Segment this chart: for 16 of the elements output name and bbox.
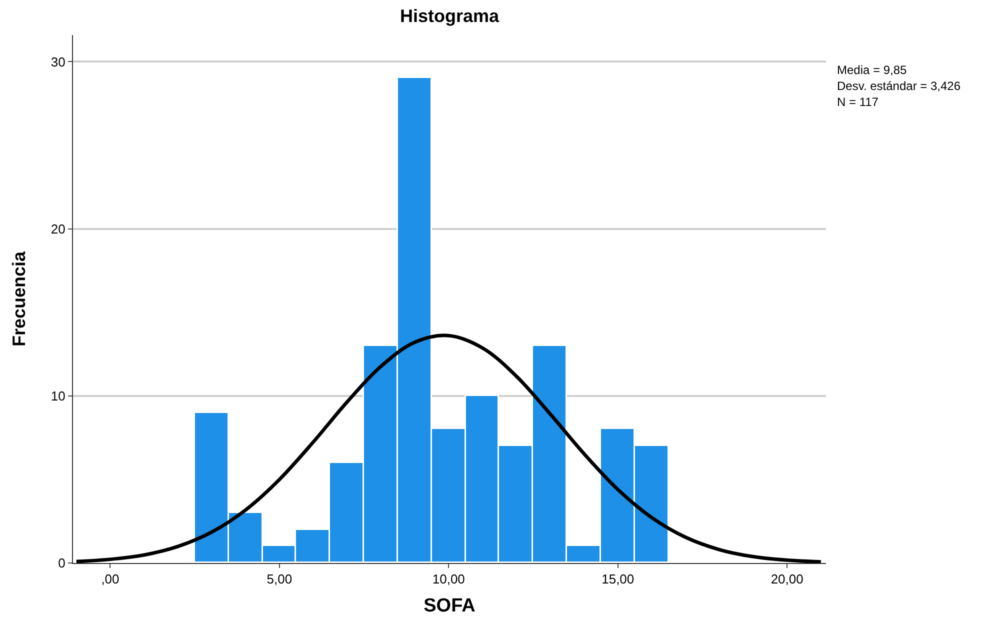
y-tick-label: 30 [50, 54, 66, 70]
x-axis-title: SOFA [424, 595, 476, 616]
line-series [74, 334, 823, 563]
text: Media = 9,85 [837, 63, 908, 77]
chart-title: Histograma [400, 6, 500, 26]
x-tick-label: ,00 [101, 572, 120, 587]
text: N = 117 [837, 95, 879, 109]
x-tick-label: 15,00 [602, 572, 634, 587]
y-tick-label: 10 [50, 388, 66, 404]
x-tick-label: 10,00 [432, 572, 465, 587]
y-tick-label: 20 [50, 221, 66, 236]
y-axis-title: Frecuencia [9, 250, 30, 347]
x-tick-label: 5,00 [266, 572, 292, 587]
x-tick-label: 20,00 [770, 572, 804, 587]
y-tick-label: 0 [58, 556, 66, 571]
text: Desv. estándar = 3,426 [837, 79, 961, 93]
